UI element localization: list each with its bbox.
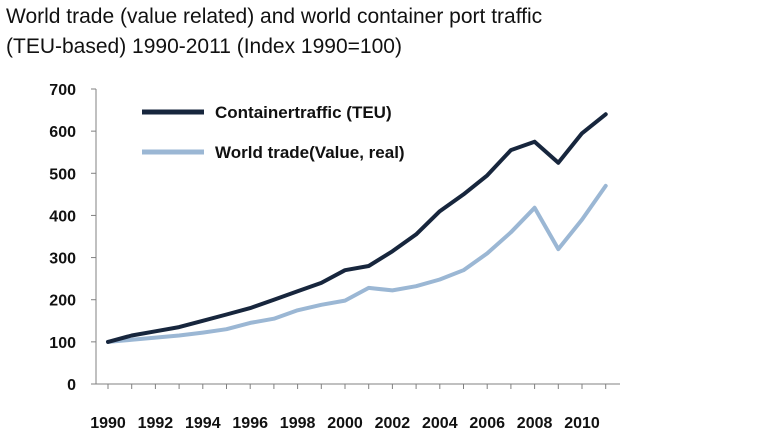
x-tick-label: 2002	[375, 415, 411, 432]
x-tick-label: 1994	[185, 415, 221, 432]
series-line-world-trade	[106, 183, 608, 344]
y-tick-label: 0	[67, 377, 76, 394]
y-tick-label: 300	[49, 251, 76, 268]
x-tick-label: 1998	[280, 415, 316, 432]
y-tick-label: 700	[49, 82, 76, 99]
x-tick-label: 2010	[564, 415, 600, 432]
y-tick-label: 500	[49, 166, 76, 183]
x-tick-label: 2008	[517, 415, 553, 432]
x-tick-label: 1996	[232, 415, 268, 432]
y-tick-label: 200	[49, 293, 76, 310]
legend-label: Containertraffic (TEU)	[215, 103, 392, 122]
x-tick-label: 2004	[422, 415, 458, 432]
chart-title-line-2: (TEU-based) 1990-2011 (Index 1990=100)	[6, 35, 402, 58]
y-tick-label: 600	[49, 124, 76, 141]
x-tick-label: 1992	[138, 415, 174, 432]
x-tick-label: 2000	[327, 415, 363, 432]
series-layer	[106, 112, 608, 344]
x-tick-label: 1990	[90, 415, 126, 432]
x-tick-label: 2006	[469, 415, 505, 432]
y-tick-label: 400	[49, 208, 76, 225]
chart-title: World trade (value related) and world co…	[6, 2, 766, 62]
series-line-container-traffic	[106, 112, 608, 344]
y-tick-label: 100	[49, 335, 76, 352]
axes: 0 100 200 300 400 500 600 700 1990 1992 1994 1996 19…	[49, 82, 620, 432]
legend-label: World trade(Value, real)	[215, 143, 405, 162]
chart-title-line-1: World trade (value related) and world co…	[6, 5, 543, 28]
legend: Containertraffic (TEU) World trade(Value,…	[142, 103, 405, 162]
